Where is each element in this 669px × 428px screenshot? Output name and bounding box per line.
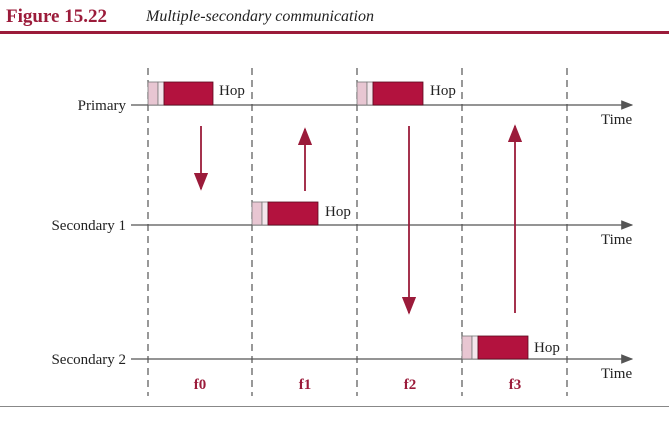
packet-header [251,201,263,226]
figure-header: Figure 15.22 Multiple-secondary communic… [0,0,669,36]
slot-label-f3: f3 [509,377,522,393]
packet-header [147,81,159,106]
packet-header [471,335,479,360]
packet-f1: Hop [251,201,351,226]
packet-body [372,81,424,106]
packet-body [477,335,529,360]
hop-label: Hop [534,340,560,356]
time-label: Time [601,366,632,382]
station-label: Secondary 1 [51,218,126,234]
slot-boundaries [147,68,568,396]
timeline-secondary-1: Secondary 1 Time [51,218,634,248]
time-label: Time [601,232,632,248]
packet-header [366,81,374,106]
slot-label-f1: f1 [299,377,312,393]
packet-header [157,81,165,106]
packet-body [163,81,214,106]
hop-label: Hop [325,204,351,220]
header-rule [0,31,669,34]
packet-header [461,335,473,360]
time-label: Time [601,112,632,128]
slot-label-f0: f0 [194,377,207,393]
packet-header [261,201,269,226]
figure-number: Figure 15.22 [6,6,107,27]
packet-header [356,81,368,106]
bottom-rule [0,406,669,407]
hop-label: Hop [430,83,456,99]
slot-label-f2: f2 [404,377,417,393]
hop-label: Hop [219,83,245,99]
packet-f3: Hop [461,335,560,360]
station-label: Primary [78,98,127,114]
packet-body [267,201,319,226]
figure-caption: Multiple-secondary communication [146,8,374,25]
station-label: Secondary 2 [51,352,126,368]
packet-f0: Hop [147,81,245,106]
timeline-secondary-2: Secondary 2 Time [51,352,634,382]
packet-f2: Hop [356,81,456,106]
